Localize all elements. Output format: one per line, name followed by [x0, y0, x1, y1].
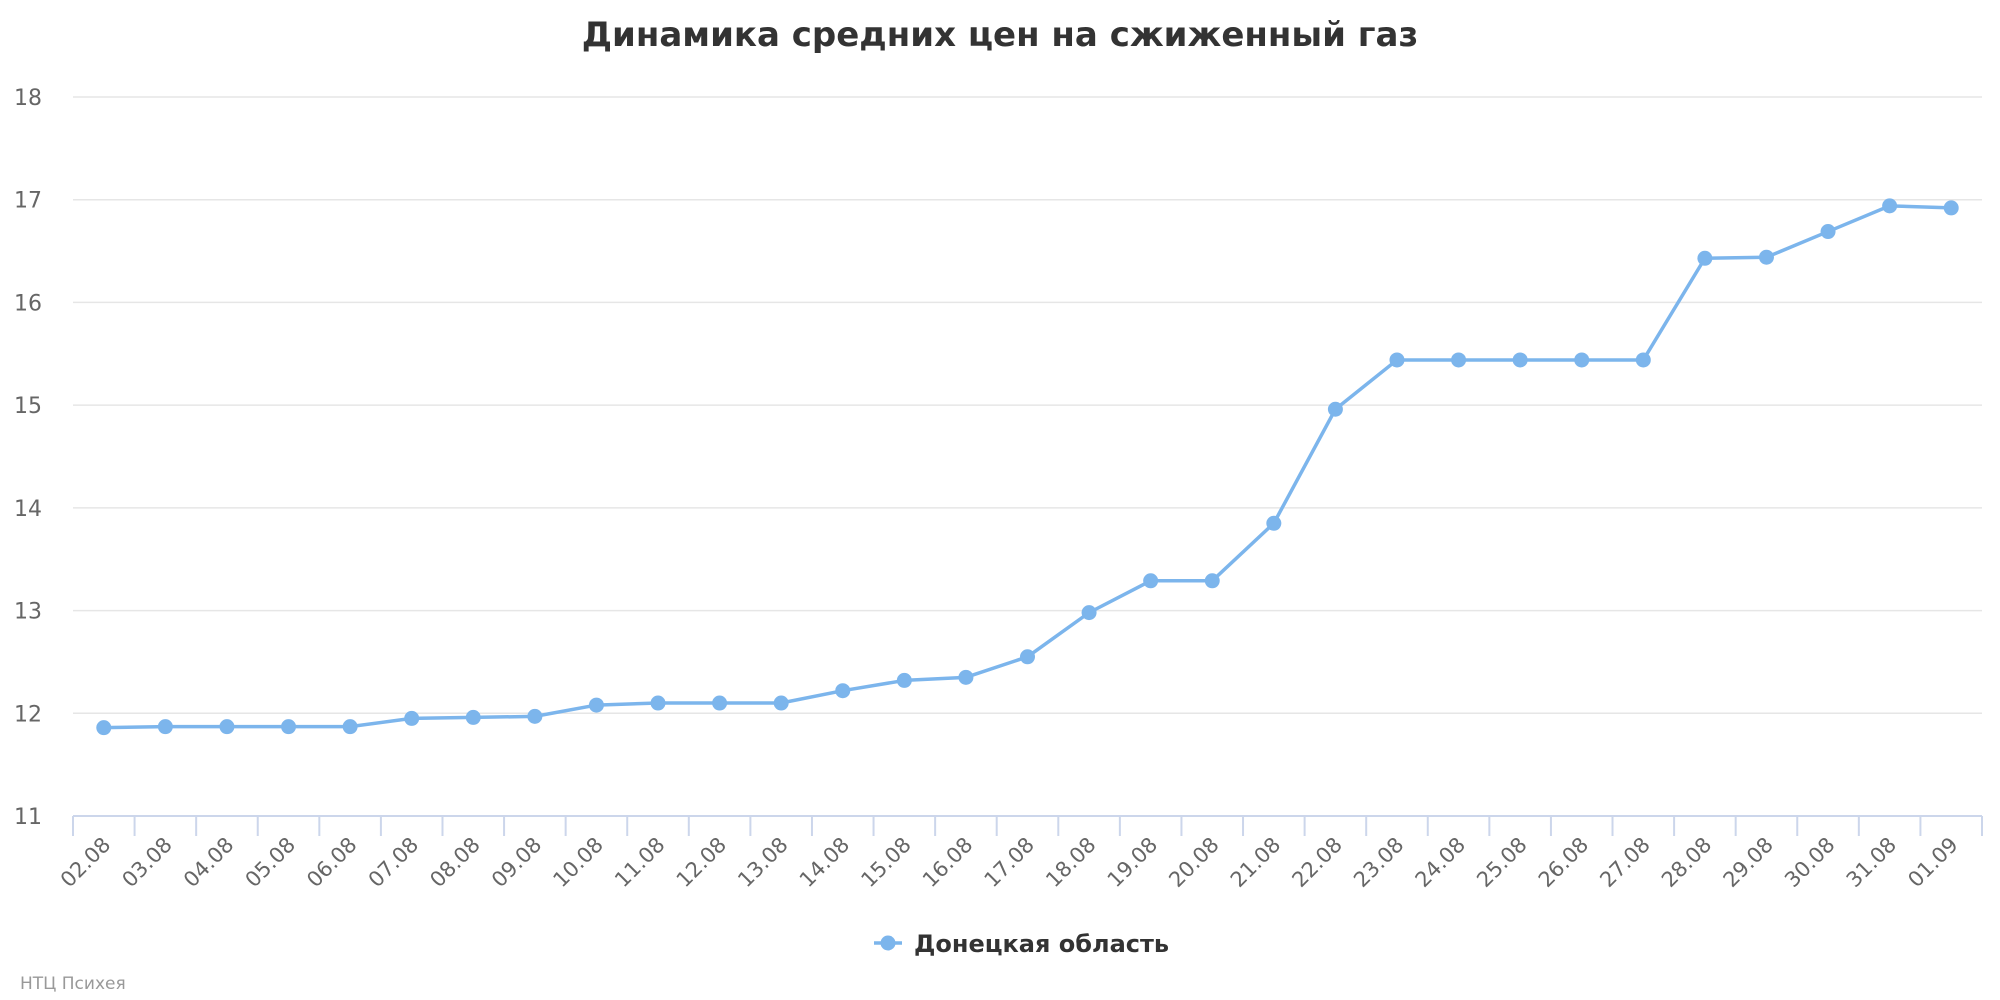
x-tick-label: 03.08 [117, 833, 176, 892]
x-tick-label: 18.08 [1041, 833, 1100, 892]
data-point[interactable] [773, 695, 789, 711]
x-tick-label: 20.08 [1164, 833, 1223, 892]
x-tick-label: 24.08 [1411, 833, 1470, 892]
x-tick-label: 12.08 [672, 833, 731, 892]
x-tick-label: 26.08 [1534, 833, 1593, 892]
data-point[interactable] [588, 697, 604, 713]
data-point[interactable] [527, 708, 543, 724]
data-point[interactable] [1143, 573, 1159, 589]
x-tick-label: 13.08 [733, 833, 792, 892]
data-point[interactable] [958, 669, 974, 685]
x-tick-label: 27.08 [1595, 833, 1654, 892]
x-tick-label: 19.08 [1103, 833, 1162, 892]
data-point[interactable] [896, 672, 912, 688]
legend-label: Донецкая область [914, 930, 1169, 958]
legend[interactable]: Донецкая область [874, 930, 1169, 958]
x-tick-label: 14.08 [795, 833, 854, 892]
y-axis: 11 12 13 14 15 16 17 18 [14, 86, 42, 830]
data-point[interactable] [1266, 515, 1282, 531]
y-tick-label: 18 [14, 86, 42, 111]
data-point[interactable] [281, 719, 297, 735]
x-tick-label: 09.08 [487, 833, 546, 892]
data-point[interactable] [1574, 352, 1590, 368]
data-point[interactable] [835, 683, 851, 699]
data-point[interactable] [1204, 573, 1220, 589]
chart-title: Динамика средних цен на сжиженный газ [582, 15, 1419, 55]
y-tick-label: 14 [14, 497, 42, 522]
data-point[interactable] [1327, 401, 1343, 417]
x-tick-label: 30.08 [1780, 833, 1839, 892]
data-point[interactable] [1020, 649, 1035, 665]
data-point[interactable] [1697, 250, 1713, 266]
data-point[interactable] [1635, 352, 1651, 368]
grid-lines [73, 96, 1982, 715]
y-tick-label: 13 [14, 600, 42, 625]
x-tick-label: 07.08 [364, 833, 423, 892]
series-group [96, 198, 1959, 736]
data-point[interactable] [342, 719, 358, 735]
x-tick-label: 06.08 [302, 833, 361, 892]
y-tick-label: 12 [14, 702, 42, 727]
x-tick-label: 02.08 [56, 833, 115, 892]
data-point[interactable] [219, 719, 235, 735]
x-tick-label: 29.08 [1719, 833, 1778, 892]
x-tick-label: 23.08 [1349, 833, 1408, 892]
x-tick-label: 10.08 [548, 833, 607, 892]
x-tick-label: 11.08 [610, 833, 669, 892]
y-tick-label: 16 [14, 291, 42, 316]
x-axis: 02.08 03.08 04.08 05.08 06.08 07.08 08.08 09.08… [56, 815, 1983, 892]
y-tick-label: 11 [14, 805, 42, 830]
data-point[interactable] [1820, 224, 1836, 240]
x-tick-label: 08.08 [425, 833, 484, 892]
y-tick-label: 17 [14, 189, 42, 214]
data-point[interactable] [712, 695, 728, 711]
data-point[interactable] [1081, 605, 1097, 621]
data-point[interactable] [157, 719, 173, 735]
x-tick-label: 16.08 [918, 833, 977, 892]
x-tick-label: 05.08 [241, 833, 300, 892]
x-tick-label: 25.08 [1472, 833, 1531, 892]
legend-point-marker [880, 935, 896, 951]
data-point[interactable] [1758, 249, 1774, 265]
x-tick-label: 28.08 [1657, 833, 1716, 892]
data-point[interactable] [1882, 198, 1898, 214]
data-point[interactable] [1389, 352, 1405, 368]
data-point[interactable] [465, 709, 481, 725]
x-tick-label: 22.08 [1287, 833, 1346, 892]
x-tick-label: 17.08 [980, 833, 1039, 892]
data-point[interactable] [1512, 352, 1528, 368]
data-point[interactable] [1943, 200, 1959, 216]
y-tick-label: 15 [14, 394, 42, 419]
x-tick-label: 04.08 [179, 833, 238, 892]
x-tick-label: 21.08 [1226, 833, 1285, 892]
data-point[interactable] [404, 710, 420, 726]
data-point[interactable] [96, 720, 112, 736]
x-tick-label: 31.08 [1842, 833, 1901, 892]
data-point[interactable] [1451, 352, 1467, 368]
credit-text[interactable]: НТЦ Психея [20, 974, 126, 994]
data-point[interactable] [650, 695, 666, 711]
x-tick-label: 01.09 [1903, 833, 1962, 892]
x-tick-label: 15.08 [856, 833, 915, 892]
